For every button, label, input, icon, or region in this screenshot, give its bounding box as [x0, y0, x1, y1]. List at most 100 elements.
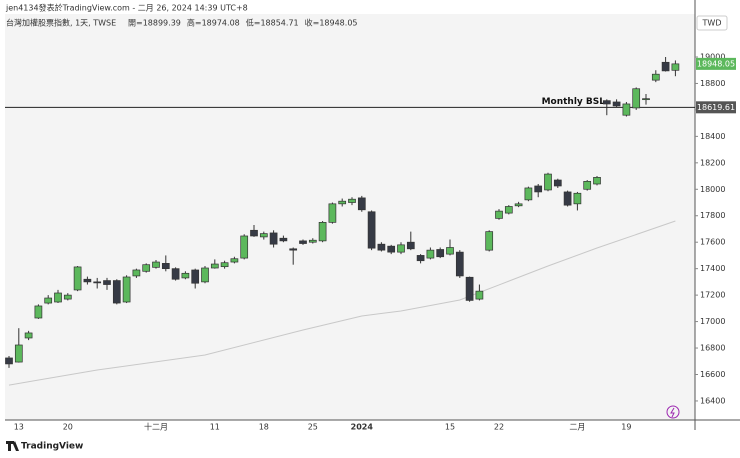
candle-body: [103, 280, 111, 285]
x-tick-label: 19: [621, 423, 631, 432]
candle-body: [259, 233, 268, 238]
moving-average: [8, 220, 676, 386]
y-tick-label: 17600: [700, 238, 725, 247]
candle-body: [357, 197, 366, 211]
candle-body: [93, 281, 102, 284]
y-tick-label: 16600: [700, 370, 725, 379]
candle-body: [514, 203, 523, 207]
candle-body: [5, 357, 13, 365]
candle-body: [73, 266, 82, 291]
legend-title: 台灣加權股票指數, 1天, TWSE: [6, 18, 116, 28]
y-tick-label: 19000: [700, 52, 725, 61]
candle-body: [416, 255, 425, 262]
y-tick-label: 17200: [700, 291, 725, 300]
candle-body: [583, 180, 592, 190]
y-tick-label: 18400: [700, 132, 725, 141]
candle-body: [485, 231, 494, 251]
candle-body: [455, 251, 464, 277]
candle-body: [14, 344, 23, 363]
lightning-icon[interactable]: [666, 405, 680, 419]
candle-body: [377, 243, 386, 251]
candle-body: [348, 198, 356, 203]
candle-body: [612, 101, 621, 107]
candle-body: [83, 278, 92, 283]
candle-body: [181, 272, 190, 279]
candle-body: [553, 179, 562, 187]
candle-body: [161, 263, 170, 270]
candle-body: [446, 247, 454, 255]
candle-body: [387, 245, 396, 253]
candle-body: [465, 276, 474, 301]
x-tick-label: 二月: [569, 423, 585, 432]
candle-body: [210, 263, 219, 269]
candle-body: [112, 280, 121, 304]
legend-value: 收=18948.05: [305, 18, 358, 28]
candle-body: [367, 211, 376, 249]
candle-body: [406, 241, 415, 250]
candle-body: [269, 232, 278, 245]
candle-body: [651, 73, 660, 81]
brand-logo: [6, 441, 19, 451]
candle-body: [299, 240, 307, 244]
currency-box: [696, 15, 728, 31]
price-label: 18619.61: [697, 103, 735, 112]
candle-body: [328, 203, 337, 223]
candle-body: [622, 103, 631, 116]
candle-body: [318, 222, 327, 242]
x-tick-label: 13: [14, 423, 24, 432]
brand: TradingView: [21, 442, 83, 452]
candle-body: [563, 191, 572, 206]
plot-area: [5, 14, 695, 420]
candle-body: [602, 100, 611, 105]
candle-body: [122, 276, 131, 303]
candle-body: [230, 258, 239, 263]
candle-body: [426, 249, 435, 259]
y-tick-label: 18000: [700, 185, 725, 194]
horizontal-line-label: Monthly BSL: [542, 97, 606, 107]
candle-body: [201, 267, 209, 283]
candle-body: [642, 98, 650, 101]
candle-body: [152, 261, 160, 268]
legend-value: 低=18854.71: [246, 18, 299, 28]
last-price-box: [696, 57, 736, 70]
candle-body: [44, 297, 53, 304]
candle-body: [524, 187, 533, 201]
candle-body: [220, 262, 229, 268]
candle-body: [250, 229, 258, 237]
y-tick-label: 18200: [700, 158, 725, 167]
candle-body: [54, 292, 62, 303]
candle-body: [671, 63, 680, 71]
candle-body: [308, 239, 317, 243]
candle-body: [632, 88, 641, 109]
x-tick-label: 18: [259, 423, 269, 432]
candle-body: [191, 269, 200, 284]
candle-body: [544, 173, 552, 191]
attribution: jen4134發表於TradingView.com - 二月 26, 2024 …: [5, 3, 248, 13]
y-tick-label: 16400: [700, 396, 725, 405]
currency: TWD: [702, 19, 722, 28]
candle-body: [24, 332, 33, 339]
candle-body: [132, 269, 141, 277]
candle-body: [495, 210, 503, 219]
candle-body: [661, 61, 670, 72]
candle-body: [63, 294, 72, 300]
x-tick-label: 15: [445, 423, 455, 432]
y-tick-label: 16800: [700, 344, 725, 353]
x-tick-label: 25: [308, 423, 318, 432]
last-price-label: 18948.05: [697, 59, 735, 68]
x-tick-label: 20: [63, 423, 73, 432]
x-tick-label: 2024: [351, 423, 374, 432]
y-tick-label: 17000: [700, 317, 725, 326]
candle-body: [240, 235, 249, 259]
y-tick-label: 17800: [700, 211, 725, 220]
candle-body: [504, 206, 513, 214]
candle-body: [534, 185, 543, 193]
legend-value: 高=18974.08: [187, 18, 240, 28]
candle-body: [573, 192, 582, 205]
candle-body: [593, 177, 601, 185]
candle-body: [338, 200, 347, 205]
legend-value: 開=18899.39: [128, 19, 181, 28]
x-tick-label: 十二月: [144, 422, 168, 432]
candle-body: [279, 237, 288, 242]
